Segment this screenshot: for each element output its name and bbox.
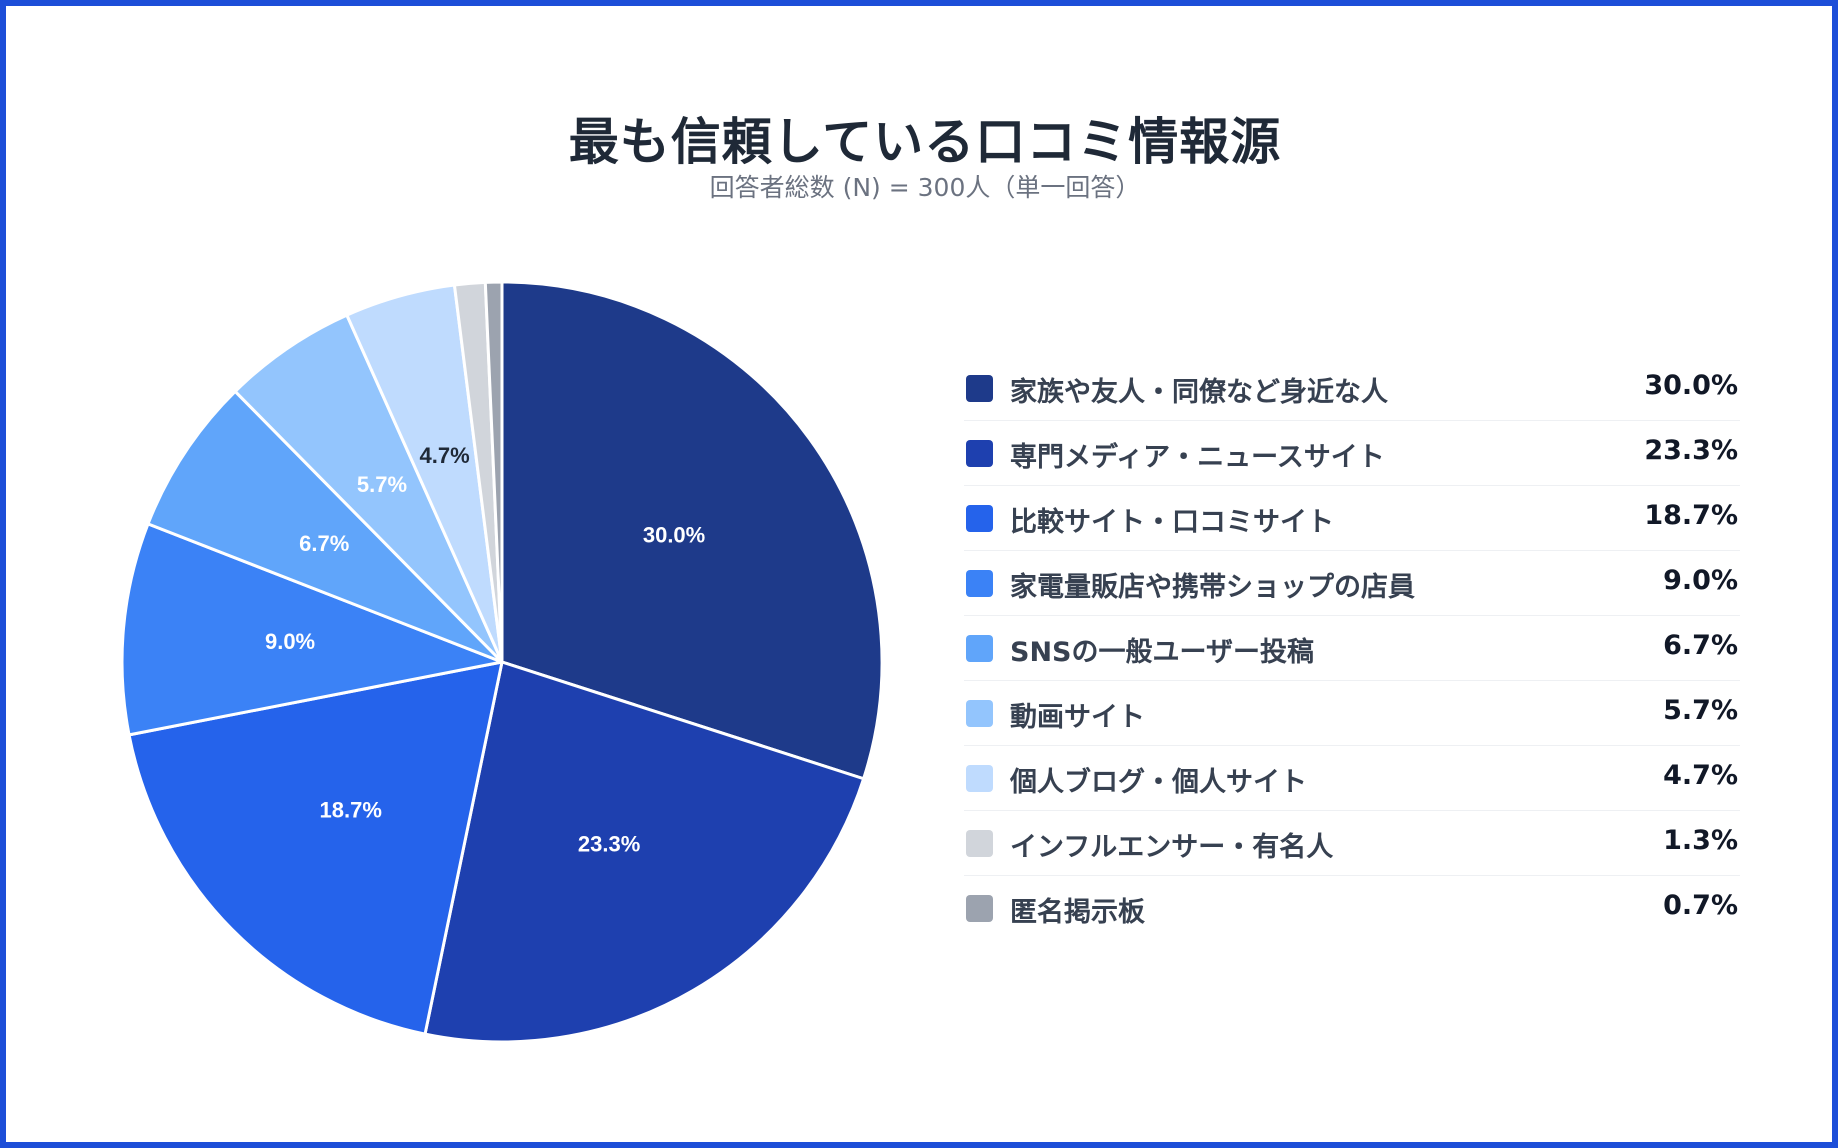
legend-item: 家族や友人・同僚など身近な人 30.0% [964,356,1740,421]
legend-value: 18.7% [1644,500,1738,531]
pie-slice-5 [146,389,504,664]
legend-swatch [966,505,993,532]
pie-slice-2 [423,660,866,1044]
legend-label: 家族や友人・同僚など身近な人 [1010,377,1388,408]
legend-item: インフルエンサー・有名人 1.3% [964,811,1740,876]
pie-slice-1 [500,280,884,781]
legend-swatch [966,635,993,662]
legend-label: 匿名掲示板 [1010,897,1145,928]
legend-value: 0.7% [1663,890,1738,921]
legend-item: 匿名掲示板 0.7% [964,876,1740,941]
legend-item: SNSの一般ユーザー投稿 6.7% [964,616,1740,681]
pie-slice-4 [120,522,504,737]
legend-label: SNSの一般ユーザー投稿 [1010,637,1314,668]
legend-label: 専門メディア・ニュースサイト [1010,442,1385,473]
slice-label-2: 23.3% [578,832,640,857]
legend-swatch [966,830,993,857]
legend-swatch [966,570,993,597]
slice-label-5: 6.7% [299,531,349,556]
chart-title: 最も信頼している口コミ情報源 [568,113,1282,171]
legend-swatch [966,440,993,467]
pie-slice-6 [233,313,504,664]
legend-item: 比較サイト・口コミサイト 18.7% [964,486,1740,551]
legend-label: インフルエンサー・有名人 [1010,832,1334,863]
legend-item: 家電量販店や携帯ショップの店員 9.0% [964,551,1740,616]
legend-value: 4.7% [1663,760,1738,791]
chart-subtitle: 回答者総数 (N) = 300人（単一回答） [709,173,1141,202]
legend-value: 1.3% [1663,825,1738,856]
pie-slice-3 [127,660,504,1036]
slice-label-4: 9.0% [265,629,315,654]
pie-chart: 30.0% 23.3% 18.7% 9.0% 6.7% 5.7% 4.7% [120,280,884,1044]
legend-item: 動画サイト 5.7% [964,681,1740,746]
legend-item: 専門メディア・ニュースサイト 23.3% [964,421,1740,486]
pie-slice-9 [483,280,504,664]
legend-value: 23.3% [1644,435,1738,466]
legend-label: 家電量販店や携帯ショップの店員 [1010,572,1415,603]
legend-item: 個人ブログ・個人サイト 4.7% [964,746,1740,811]
legend-swatch [966,700,993,727]
legend-value: 9.0% [1663,565,1738,596]
legend-swatch [966,895,993,922]
legend-value: 30.0% [1644,370,1738,401]
legend-value: 6.7% [1663,630,1738,661]
slice-label-7: 4.7% [420,443,470,468]
legend-label: 個人ブログ・個人サイト [1010,767,1307,798]
legend-label: 比較サイト・口コミサイト [1010,507,1334,538]
slice-label-1: 30.0% [643,523,705,548]
legend-label: 動画サイト [1010,702,1145,733]
legend: 家族や友人・同僚など身近な人 30.0% 専門メディア・ニュースサイト 23.3% 比較… [964,356,1740,941]
legend-swatch [966,765,993,792]
legend-value: 5.7% [1663,695,1738,726]
slice-label-6: 5.7% [357,472,407,497]
legend-swatch [966,375,993,402]
slice-label-3: 18.7% [320,797,382,822]
